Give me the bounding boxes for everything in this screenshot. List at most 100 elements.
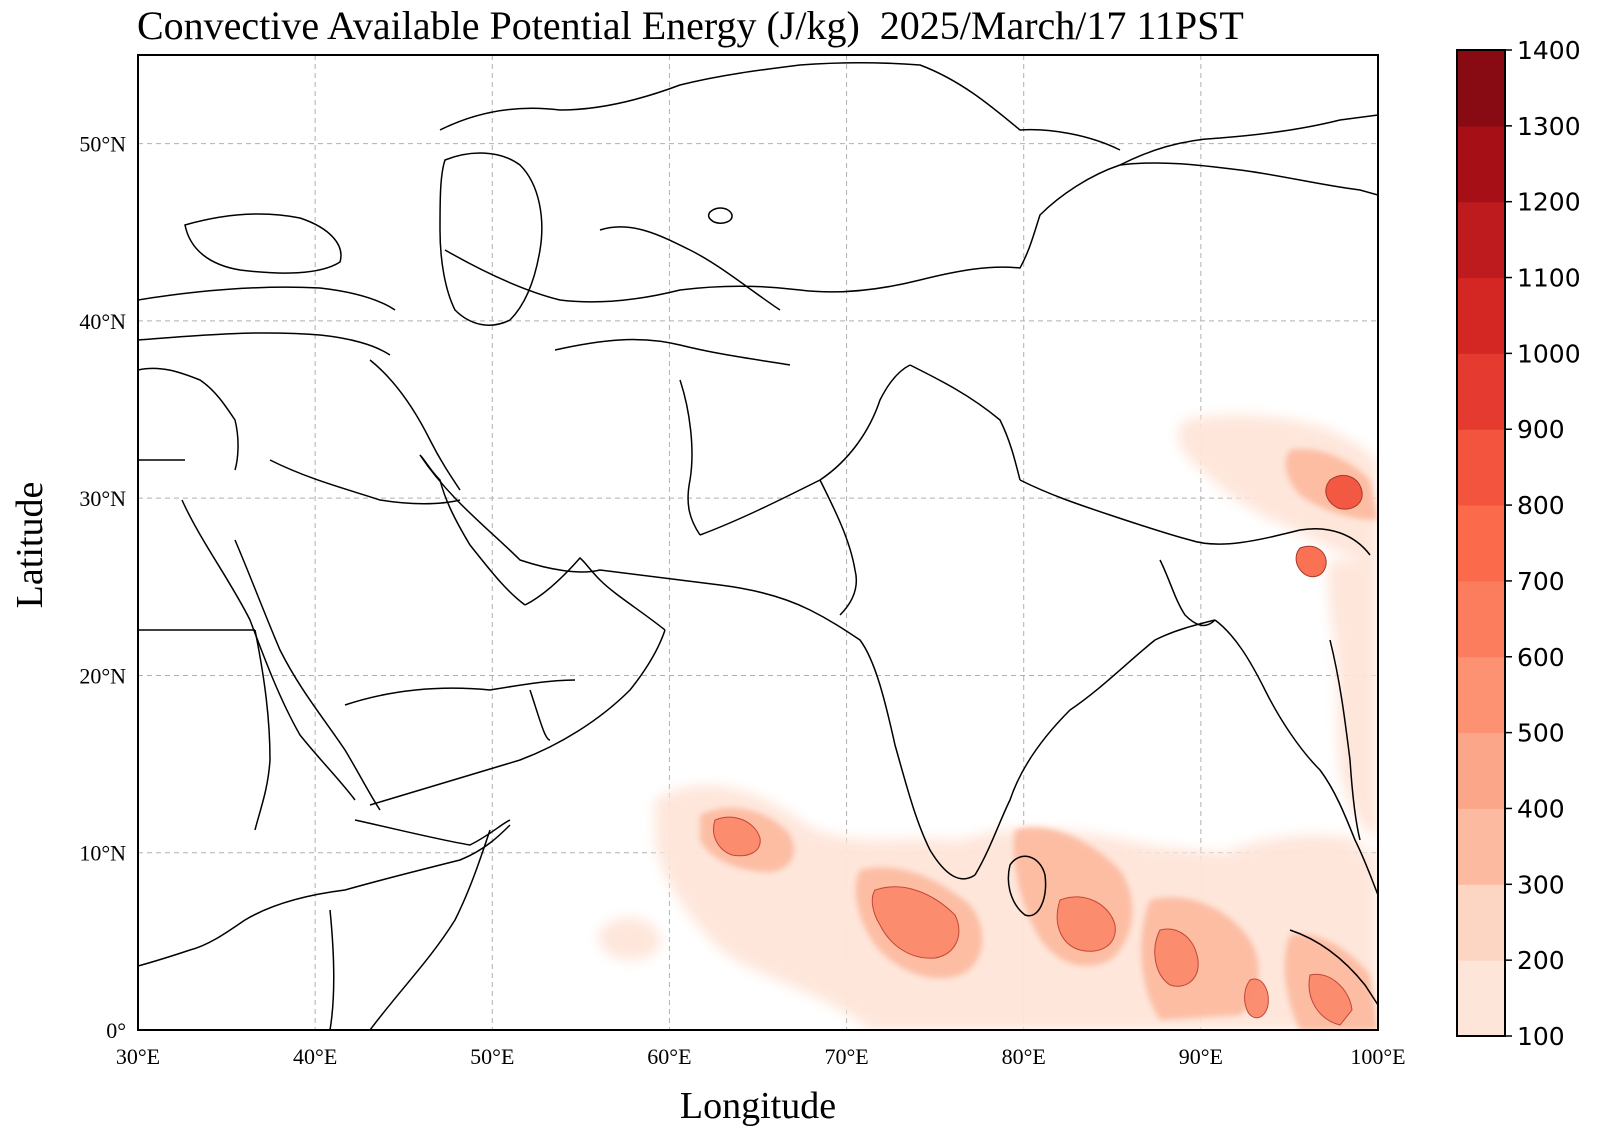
colorbar-segment bbox=[1457, 656, 1505, 734]
cape-region-arabian-sea-west bbox=[598, 917, 661, 961]
colorbar-segment bbox=[1457, 277, 1505, 354]
x-tick-label: 40°E bbox=[293, 1044, 337, 1069]
cape-region-assam bbox=[1295, 545, 1327, 578]
colorbar-label: 300 bbox=[1517, 870, 1565, 899]
cape-region-tibet-hot bbox=[1325, 475, 1363, 510]
cape-region-tibet bbox=[1178, 414, 1378, 560]
border-pakistan-india bbox=[819, 479, 857, 616]
y-axis-label: Latitude bbox=[9, 482, 51, 609]
coastline-malay bbox=[1289, 929, 1378, 1006]
cape-region-andaman bbox=[1244, 978, 1269, 1019]
colorbar: 100 200 300 400 500 600 700 800 900 1000 1100 1200 1… bbox=[1456, 36, 1581, 1051]
cape-layer-500 bbox=[713, 475, 1363, 1026]
colorbar-segment bbox=[1457, 580, 1505, 658]
coastline-horn bbox=[354, 819, 511, 846]
border-saudi-yemen bbox=[344, 679, 576, 706]
colorbar-segment bbox=[1457, 505, 1505, 582]
border-russia-kazakhstan bbox=[439, 62, 1121, 151]
colorbar-label: 1200 bbox=[1517, 188, 1581, 217]
colorbar-label: 600 bbox=[1517, 643, 1565, 672]
y-tick-label: 40°N bbox=[79, 309, 126, 334]
colorbar-label: 800 bbox=[1517, 491, 1565, 520]
cape-layer-100 bbox=[598, 414, 1378, 1030]
x-tick-label: 90°E bbox=[1179, 1044, 1223, 1069]
cape-region-maldives-core bbox=[871, 886, 960, 959]
border-somalia-east bbox=[369, 829, 491, 1030]
x-tick-label: 30°E bbox=[116, 1044, 160, 1069]
colorbar-segment bbox=[1457, 732, 1505, 809]
colorbar-label: 200 bbox=[1517, 946, 1565, 975]
border-bangladesh bbox=[1159, 559, 1216, 627]
border-turkmenistan bbox=[554, 338, 791, 366]
colorbar-segment bbox=[1457, 125, 1505, 203]
colorbar-frame bbox=[1456, 49, 1506, 1037]
coastline-arabia-south bbox=[369, 629, 666, 806]
colorbar-segment bbox=[1457, 884, 1505, 961]
cape-region-bay-core bbox=[1056, 896, 1116, 952]
coastline-red-sea-west bbox=[181, 499, 356, 801]
x-tick-label: 50°E bbox=[470, 1044, 514, 1069]
colorbar-label: 1100 bbox=[1517, 264, 1581, 293]
cape-field bbox=[598, 414, 1378, 1030]
colorbar-label: 1300 bbox=[1517, 112, 1581, 141]
colorbar-label: 500 bbox=[1517, 719, 1565, 748]
colorbar-segment bbox=[1457, 808, 1505, 885]
x-tick-labels: 30°E 40°E 50°E 60°E 70°E 80°E 90°E 100°E bbox=[116, 1044, 1406, 1069]
border-kazakhstan-china bbox=[919, 164, 1121, 281]
y-tick-label: 30°N bbox=[79, 486, 126, 511]
cape-region-bay-east bbox=[1230, 834, 1360, 883]
coastline-red-sea-east bbox=[234, 539, 381, 811]
colorbar-segment bbox=[1457, 960, 1505, 1037]
border-iran-west bbox=[369, 359, 461, 491]
border-turkey-south bbox=[138, 332, 391, 356]
coastline-persian-gulf bbox=[419, 454, 526, 606]
border-myanmar-thailand bbox=[1329, 639, 1361, 841]
lake-aral bbox=[707, 207, 733, 224]
coastline-black-sea bbox=[184, 213, 342, 274]
border-sudan-ethiopia bbox=[254, 629, 271, 831]
border-iraq-saudi bbox=[269, 459, 461, 505]
x-axis-label: Longitude bbox=[680, 1085, 836, 1127]
x-tick-label: 60°E bbox=[647, 1044, 691, 1069]
border-kazakhstan-south bbox=[444, 249, 921, 303]
colorbar-label: 900 bbox=[1517, 415, 1565, 444]
colorbar-label: 400 bbox=[1517, 794, 1565, 823]
colorbar-label: 700 bbox=[1517, 567, 1565, 596]
x-tick-label: 100°E bbox=[1350, 1044, 1405, 1069]
chart-title: Convective Available Potential Energy (J… bbox=[137, 3, 1244, 48]
coastline-caspian bbox=[439, 152, 543, 326]
colorbar-segment bbox=[1457, 201, 1505, 279]
coastline-iran-south bbox=[419, 454, 721, 586]
y-tick-label: 10°N bbox=[79, 841, 126, 866]
border-turkey-north bbox=[138, 286, 396, 311]
border-mongolia-north bbox=[1119, 114, 1378, 166]
border-mongolia bbox=[1119, 162, 1378, 196]
coastline-india-west bbox=[719, 584, 976, 880]
colorbar-segment bbox=[1457, 429, 1505, 506]
cape-region-myanmar bbox=[1327, 560, 1378, 840]
x-tick-label: 80°E bbox=[1002, 1044, 1046, 1069]
border-iran-afghanistan bbox=[679, 379, 701, 536]
border-ethiopia-somalia bbox=[329, 909, 335, 1030]
y-tick-label: 20°N bbox=[79, 663, 126, 688]
coastline-east-africa bbox=[138, 824, 511, 967]
plot-frame bbox=[137, 54, 1379, 1031]
coastline-india-east bbox=[974, 619, 1216, 876]
coastline-sri-lanka bbox=[1007, 855, 1047, 917]
colorbar-label: 100 bbox=[1517, 1022, 1565, 1051]
y-tick-labels: 0° 10°N 20°N 30°N 40°N 50°N bbox=[79, 132, 126, 1043]
map-outlines bbox=[138, 62, 1378, 1030]
colorbar-label: 1400 bbox=[1517, 36, 1581, 65]
x-tick-label: 70°E bbox=[824, 1044, 868, 1069]
y-tick-label: 50°N bbox=[79, 132, 126, 157]
border-china-myanmar bbox=[1189, 528, 1371, 556]
cape-region-south-band bbox=[1141, 897, 1259, 1020]
cape-region-central-core bbox=[1154, 928, 1199, 987]
colorbar-label: 1000 bbox=[1517, 339, 1581, 368]
border-yemen-oman bbox=[529, 689, 551, 741]
coastline-mediterranean bbox=[138, 367, 239, 471]
colorbar-segment bbox=[1457, 50, 1505, 127]
border-nepal-india bbox=[1019, 479, 1191, 541]
coastline-arabia-east bbox=[524, 556, 666, 631]
